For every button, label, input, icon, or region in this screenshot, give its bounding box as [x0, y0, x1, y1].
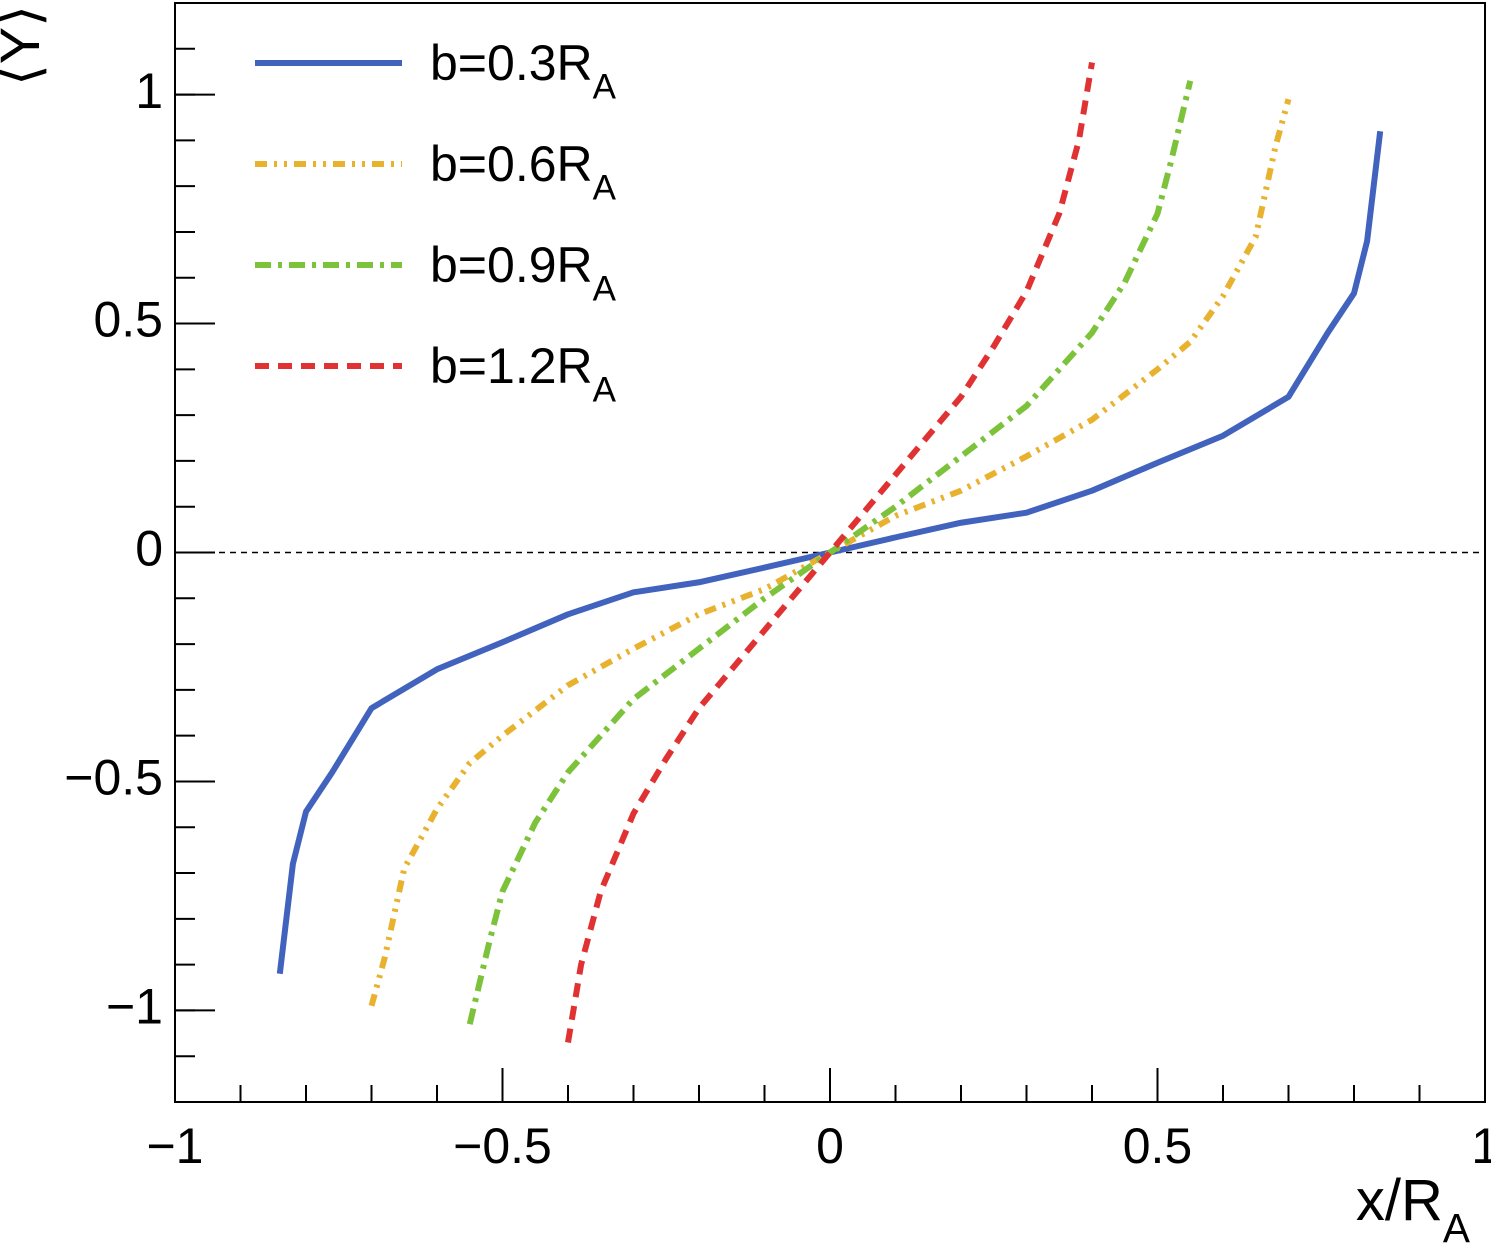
y-tick-label: 0 [135, 521, 163, 577]
y-tick-label: 0.5 [93, 292, 163, 348]
series-line [565, 62, 1095, 1043]
x-tick-label: 0.5 [1123, 1118, 1193, 1174]
x-axis-label: x/RA [1356, 1168, 1470, 1250]
series-line [368, 98, 1292, 1007]
y-tick-label: −1 [106, 979, 163, 1035]
x-tick-label: −1 [146, 1118, 203, 1174]
y-tick-label: 1 [135, 63, 163, 119]
y-axis-label: ⟨Y⟩ [0, 5, 51, 86]
legend-label: b=0.6RA [430, 136, 617, 208]
x-tick-label: 1 [1471, 1118, 1491, 1174]
legend-label: b=0.9RA [430, 237, 617, 309]
series-line [466, 80, 1194, 1025]
legend-label: b=0.3RA [430, 35, 617, 107]
x-tick-label: 0 [816, 1118, 844, 1174]
x-tick-label: −0.5 [453, 1118, 552, 1174]
y-tick-label: −0.5 [64, 750, 163, 806]
legend-label: b=1.2RA [430, 338, 617, 410]
